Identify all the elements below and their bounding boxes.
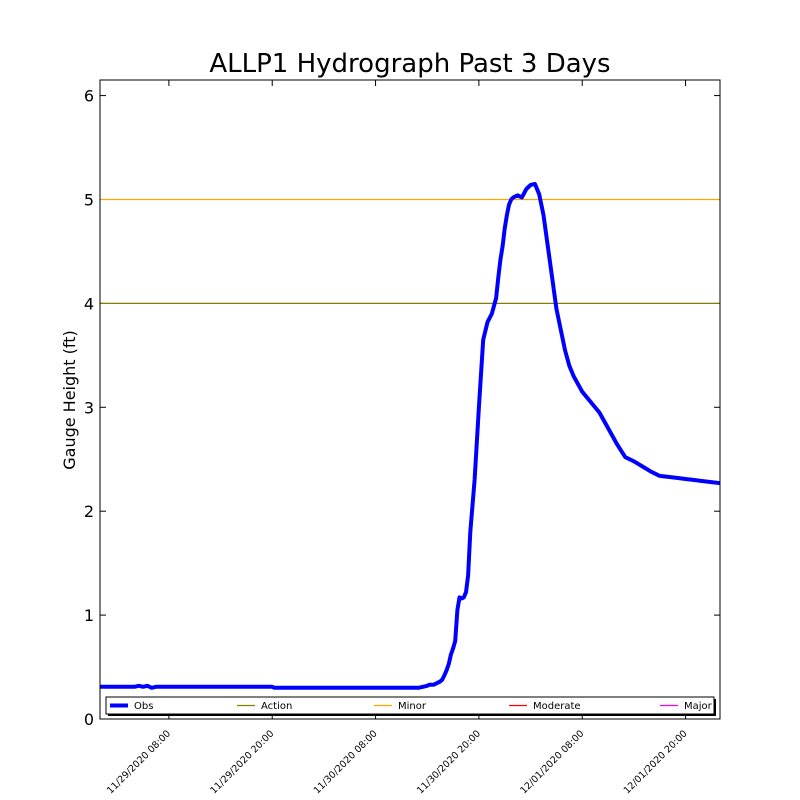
y-tick-label: 6 — [84, 87, 94, 106]
y-tick-label: 5 — [84, 190, 94, 209]
y-tick-label: 4 — [84, 294, 94, 313]
x-tick-label: 11/30/2020 20:00 — [415, 728, 483, 796]
x-tick-label: 11/29/2020 20:00 — [208, 728, 276, 796]
x-tick-label: 11/30/2020 08:00 — [312, 728, 380, 796]
legend: Obs Action Minor Moderate Major — [105, 696, 716, 716]
x-tick-label: 12/01/2020 20:00 — [622, 728, 690, 796]
x-tick-label: 11/29/2020 08:00 — [105, 728, 173, 796]
x-tick-label: 12/01/2020 08:00 — [518, 728, 586, 796]
plot-area: 0 1 2 3 4 5 6 11/29/2020 08:00 11/29/2020 20:00 1… — [84, 79, 721, 796]
legend-label-obs: Obs — [134, 701, 153, 712]
chart-title: ALLP1 Hydrograph Past 3 Days — [209, 49, 610, 79]
y-tick-label: 0 — [84, 710, 94, 729]
y-axis-label: Gauge Height (ft) — [60, 330, 79, 470]
y-tick-label: 2 — [84, 502, 94, 521]
legend-label-moderate: Moderate — [533, 701, 581, 712]
y-tick-label: 1 — [84, 606, 94, 625]
legend-label-major: Major — [684, 701, 713, 712]
legend-label-action: Action — [261, 701, 292, 712]
legend-box — [105, 696, 715, 715]
y-tick-label: 3 — [84, 398, 94, 417]
plot-frame — [99, 79, 721, 720]
legend-label-minor: Minor — [398, 701, 427, 712]
obs-series-line — [100, 181, 720, 690]
